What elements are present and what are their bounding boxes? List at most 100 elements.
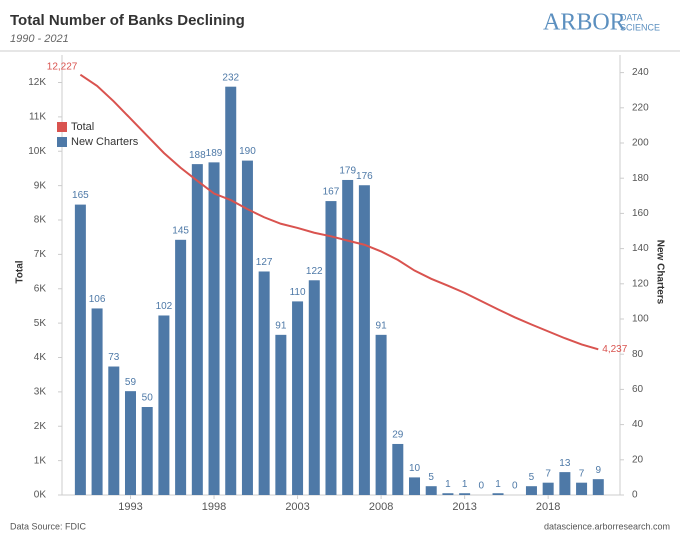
y-tick-label: 8K — [34, 215, 47, 226]
legend-swatch — [57, 137, 67, 147]
y2-tick-label: 160 — [632, 208, 649, 219]
line — [79, 73, 599, 351]
y-tick-label: 6K — [34, 283, 47, 294]
bar-label: 110 — [290, 287, 306, 298]
bar — [124, 391, 136, 495]
bar — [325, 201, 337, 495]
bar-label: 188 — [189, 150, 206, 161]
bar — [425, 486, 437, 495]
bar — [358, 185, 370, 496]
bar-label: 0 — [512, 481, 518, 492]
y2-tick-label: 140 — [632, 243, 649, 254]
bar — [275, 334, 287, 495]
y-tick-label: 5K — [34, 318, 47, 329]
bar-label: 232 — [222, 72, 239, 83]
y-tick-label: 7K — [34, 249, 47, 260]
bar-label: 179 — [339, 166, 356, 177]
bar — [108, 366, 120, 495]
logo-line: DATA — [620, 12, 643, 22]
bar — [525, 486, 537, 495]
x-tick-label: 2003 — [285, 501, 309, 513]
bar-label: 102 — [156, 301, 173, 312]
y2-tick-label: 80 — [632, 349, 644, 360]
bar-label: 29 — [392, 430, 404, 441]
bar — [258, 271, 270, 495]
bar-label: 5 — [428, 472, 434, 483]
line-label: 12,227 — [47, 61, 78, 72]
bar-label: 122 — [306, 266, 323, 277]
footer-source: Data Source: FDIC — [10, 521, 87, 531]
bar-label: 91 — [275, 320, 287, 331]
bar-label: 106 — [89, 294, 106, 305]
logo-main: ARBOR — [543, 10, 626, 36]
bar — [559, 472, 571, 495]
bar-label: 7 — [579, 468, 585, 479]
bar — [592, 479, 604, 495]
bar — [208, 162, 220, 496]
bar-label: 167 — [323, 187, 340, 198]
y-tick-label: 2K — [34, 421, 47, 432]
bar-label: 13 — [559, 458, 571, 469]
y2-tick-label: 180 — [632, 173, 649, 184]
bar-label: 165 — [72, 190, 89, 201]
bar-label: 5 — [529, 472, 535, 483]
bar — [158, 315, 170, 495]
legend-label: New Charters — [71, 136, 139, 148]
bar-label: 189 — [206, 148, 223, 159]
x-tick-label: 1998 — [202, 501, 226, 513]
bar — [409, 477, 421, 495]
y-tick-label: 12K — [28, 77, 46, 88]
bar — [459, 493, 471, 495]
y-tick-label: 4K — [34, 352, 47, 363]
bar-label: 73 — [108, 352, 120, 363]
bar-label: 1 — [445, 479, 451, 490]
bar — [91, 308, 103, 495]
x-tick-label: 1993 — [118, 501, 142, 513]
bar — [375, 334, 387, 495]
y2-tick-label: 20 — [632, 454, 644, 465]
bar — [141, 407, 153, 495]
bar-label: 145 — [172, 225, 189, 236]
chart-title: Total Number of Banks Declining — [10, 12, 245, 29]
footer-site: datascience.arborresearch.com — [544, 521, 670, 531]
bar — [576, 482, 588, 495]
y2-tick-label: 200 — [632, 138, 649, 149]
logo-line: SCIENCE — [620, 22, 660, 32]
legend-swatch — [57, 122, 67, 132]
bar — [74, 204, 86, 495]
bar-label: 9 — [596, 465, 602, 476]
bar — [292, 301, 304, 495]
y2-tick-label: 0 — [632, 490, 638, 501]
y-axis-label: Total — [15, 260, 26, 283]
bar-label: 0 — [479, 481, 485, 492]
y2-tick-label: 120 — [632, 278, 649, 289]
y-tick-label: 9K — [34, 180, 47, 191]
chart-subtitle: 1990 - 2021 — [10, 33, 69, 45]
bar — [492, 493, 504, 495]
y-tick-label: 0K — [34, 490, 47, 501]
bar-label: 91 — [376, 320, 388, 331]
y2-tick-label: 240 — [632, 67, 649, 78]
bar-label: 7 — [545, 468, 551, 479]
bar — [342, 179, 354, 495]
bar — [191, 164, 203, 495]
x-tick-label: 2018 — [536, 501, 560, 513]
bar — [175, 239, 187, 495]
legend-label: Total — [71, 121, 94, 133]
bar — [542, 482, 554, 495]
bar — [241, 160, 253, 495]
y-tick-label: 11K — [29, 112, 46, 123]
bar — [442, 493, 454, 495]
y-tick-label: 3K — [34, 387, 47, 398]
y2-tick-label: 100 — [632, 314, 649, 325]
y-tick-label: 10K — [28, 146, 46, 157]
bar-label: 190 — [239, 146, 256, 157]
x-tick-label: 2008 — [369, 501, 393, 513]
y2-tick-label: 220 — [632, 102, 649, 113]
bar-label: 10 — [409, 463, 421, 474]
bar — [225, 86, 237, 496]
bar-label: 1 — [462, 479, 468, 490]
line-label: 4,237 — [602, 344, 627, 355]
y2-axis-label: New Charters — [654, 240, 665, 305]
